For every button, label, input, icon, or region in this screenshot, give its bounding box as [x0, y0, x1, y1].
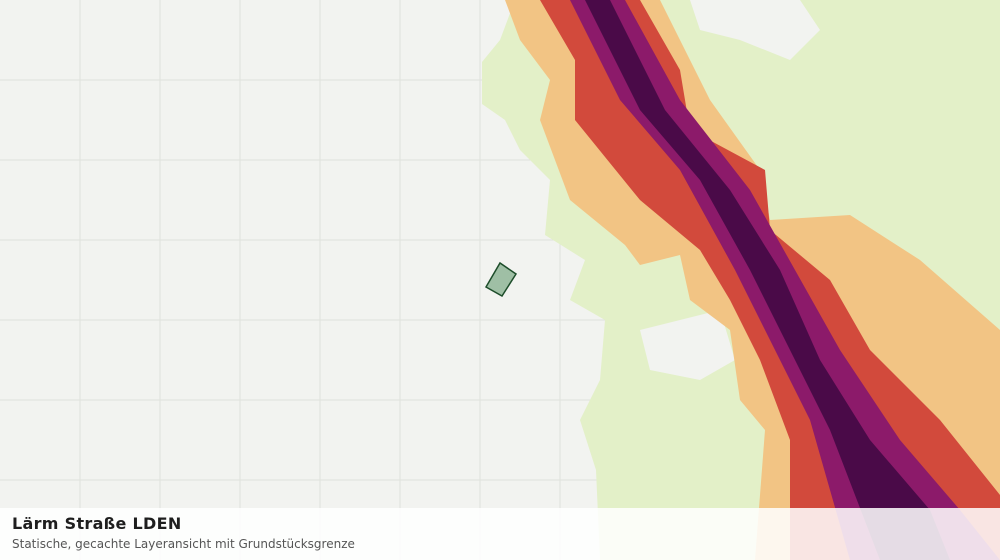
layer-title: Lärm Straße LDEN	[12, 514, 182, 533]
layer-subtitle: Statische, gecachte Layeransicht mit Gru…	[12, 537, 355, 551]
noise-zone-extreme	[585, 0, 950, 560]
map-gap	[690, 0, 820, 60]
caption-panel: Lärm Straße LDEN Statische, gecachte Lay…	[0, 508, 1000, 560]
parcel-boundary[interactable]	[484, 261, 518, 298]
map-gap	[640, 310, 735, 380]
